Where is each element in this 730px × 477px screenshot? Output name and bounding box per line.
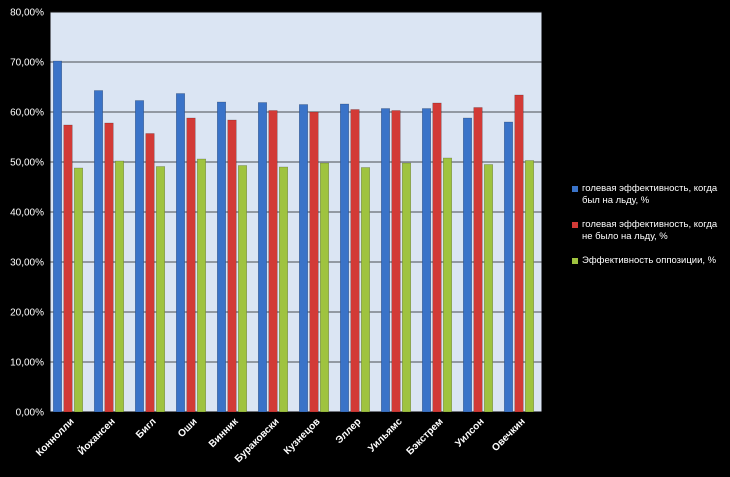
legend-item: голевая эффективность, когда не было на … [572, 219, 722, 243]
bar-series-2 [473, 107, 483, 413]
bar-series-1 [217, 101, 226, 413]
bar-series-3 [156, 166, 165, 413]
bar-series-3 [402, 162, 411, 413]
bar-series-2 [104, 122, 114, 413]
bar-series-3 [443, 157, 452, 413]
y-axis-ticks: 0,00% 10,00% 20,00% 30,00% 40,00% 50,00% 60,00… [10, 8, 44, 419]
bar-series-3 [197, 158, 206, 413]
bar-series-2 [432, 102, 442, 413]
bar-series-2 [63, 124, 73, 413]
bar-series-1 [381, 108, 390, 413]
bar-series-1 [94, 90, 103, 413]
y-tick-label: 30,00% [10, 258, 44, 269]
bar-series-3 [484, 164, 493, 413]
bar-series-1 [176, 93, 185, 413]
bar-series-1 [135, 100, 144, 413]
bar-series-1 [53, 60, 62, 413]
y-tick-label: 20,00% [10, 308, 44, 319]
bar-series-2 [514, 94, 524, 413]
legend-item: голевая эффективность, когда был на льду… [572, 183, 722, 207]
bar-series-1 [504, 121, 513, 413]
gridlines [50, 11, 542, 363]
y-tick-label: 10,00% [10, 358, 44, 369]
bar-series-2 [145, 133, 155, 413]
legend-swatch-green [572, 258, 578, 264]
bar-series-1 [299, 104, 308, 413]
y-tick-label: 50,00% [10, 158, 44, 169]
bar-series-2 [227, 119, 237, 413]
bar-series-1 [340, 103, 349, 413]
bar-series-2 [350, 109, 360, 413]
y-tick-label: 0,00% [16, 408, 44, 419]
bar-series-3 [525, 160, 534, 413]
legend-label: голевая эффективность, когда не было на … [582, 219, 718, 242]
bar-series-3 [115, 160, 124, 413]
y-tick-label: 40,00% [10, 208, 44, 219]
legend-label: Эффективность оппозиции, % [582, 255, 717, 266]
bar-series-1 [258, 102, 267, 413]
y-tick-label: 80,00% [10, 8, 44, 19]
legend-label: голевая эффективность, когда был на льду… [582, 183, 718, 206]
legend-swatch-blue [572, 186, 578, 192]
bar-series-2 [391, 110, 401, 413]
bar-series-3 [279, 166, 288, 413]
bars [53, 60, 534, 413]
bar-series-3 [74, 167, 83, 413]
y-tick-label: 60,00% [10, 108, 44, 119]
bar-series-1 [463, 117, 472, 413]
legend: голевая эффективность, когда был на льду… [572, 183, 722, 279]
bar-series-3 [320, 162, 329, 413]
legend-swatch-red [572, 222, 578, 228]
legend-item: Эффективность оппозиции, % [572, 255, 722, 267]
y-tick-label: 70,00% [10, 58, 44, 69]
bar-series-2 [186, 117, 196, 413]
bar-series-2 [309, 111, 319, 413]
bar-series-2 [268, 110, 278, 413]
bar-series-3 [361, 167, 370, 413]
bar-series-3 [238, 165, 247, 413]
bar-series-1 [422, 108, 431, 413]
